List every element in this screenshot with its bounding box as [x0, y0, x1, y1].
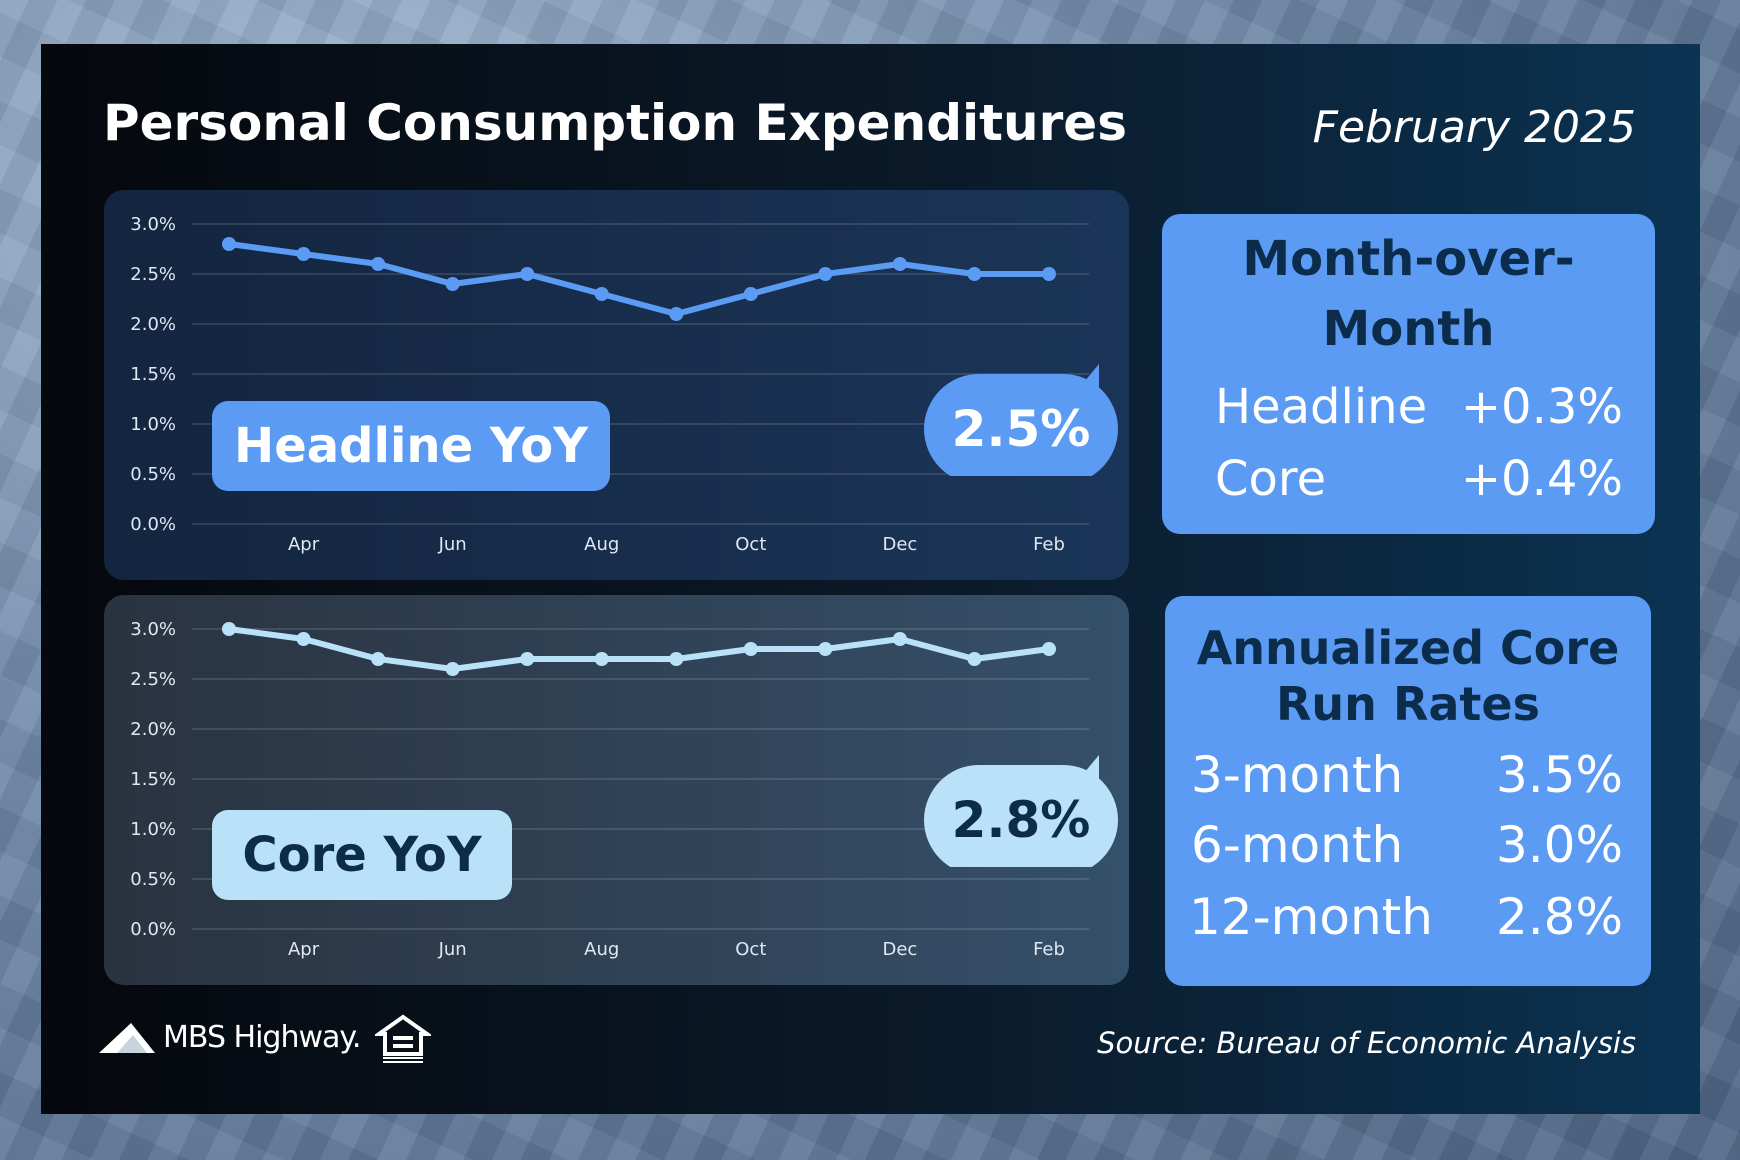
y-tick-label: 1.0% — [130, 819, 176, 840]
data-point — [594, 652, 609, 666]
headline-yoy-label: Headline YoY — [212, 401, 610, 491]
data-point — [967, 652, 982, 666]
data-point — [892, 632, 907, 646]
y-tick-label: 0.5% — [130, 869, 176, 890]
mom-row-label: Headline — [1215, 379, 1428, 435]
series-line — [226, 626, 1052, 672]
data-point — [669, 652, 684, 666]
report-date: February 2025 — [1312, 102, 1636, 153]
run-rates-title: Annualized Core Run Rates — [1165, 596, 1651, 732]
data-point — [594, 287, 609, 301]
core-callout-bubble: 2.8% — [924, 717, 1124, 867]
run-rates-title-line1: Annualized Core — [1196, 621, 1620, 675]
mom-row-value: +0.4% — [1460, 451, 1623, 507]
data-point — [222, 237, 236, 251]
mom-row-value: +0.3% — [1460, 379, 1623, 435]
core-yoy-chart: 0.0% 0.5% 1.0% 1.5% 2.0% 2.5% 3.0% Apr Jun Aug Oct… — [130, 619, 1089, 960]
y-tick-label: 0.0% — [130, 514, 176, 535]
run-rates-title-line2: Run Rates — [1276, 677, 1540, 731]
mbs-highway-logo: MBS Highway. — [97, 1019, 361, 1055]
y-tick-label: 0.0% — [130, 919, 176, 940]
x-tick-label: Apr — [288, 534, 320, 555]
run-row-value: 2.8% — [1495, 888, 1623, 946]
mom-title: Month-over-Month — [1242, 231, 1575, 357]
run-row-label: 3-month — [1191, 746, 1404, 804]
run-row-value: 3.0% — [1495, 816, 1623, 874]
series-line — [226, 241, 1052, 317]
run-row-12-month: 12-month 2.8% — [1189, 888, 1623, 946]
run-row-label: 6-month — [1191, 816, 1404, 874]
callout-shape — [924, 755, 1118, 867]
mom-row-headline: Headline +0.3% — [1215, 379, 1623, 435]
data-point — [371, 257, 386, 271]
data-point — [743, 642, 758, 656]
data-point — [967, 267, 982, 281]
equal-housing-icon — [375, 1014, 431, 1063]
x-tick-label: Oct — [735, 939, 766, 960]
infographic-card: Personal Consumption Expenditures Februa… — [41, 44, 1700, 1114]
data-point — [818, 642, 833, 656]
run-rates-box: Annualized Core Run Rates 3-month 3.5% 6… — [1165, 596, 1651, 986]
headline-callout-bubble: 2.5% — [924, 326, 1124, 476]
x-tick-label: Dec — [882, 534, 917, 555]
x-tick-label: Jun — [438, 939, 467, 960]
month-over-month-box: Month-over-Month Headline +0.3% Core +0.… — [1162, 214, 1655, 534]
core-callout-value: 2.8% — [951, 791, 1091, 849]
callout-shape — [924, 364, 1118, 476]
headline-yoy-chart: 0.0% 0.5% 1.0% 1.5% 2.0% 2.5% 3.0% Apr Jun Aug Oct… — [130, 214, 1089, 555]
source-citation: Source: Bureau of Economic Analysis — [1097, 1026, 1636, 1060]
y-tick-label: 1.5% — [130, 769, 176, 790]
data-point — [1042, 642, 1056, 656]
run-row-3-month: 3-month 3.5% — [1191, 746, 1623, 804]
core-yoy-label: Core YoY — [212, 810, 512, 900]
data-point — [669, 307, 684, 321]
y-tick-label: 2.0% — [130, 314, 176, 335]
y-tick-label: 2.5% — [130, 669, 176, 690]
y-tick-label: 2.0% — [130, 719, 176, 740]
page-title: Personal Consumption Expenditures — [103, 94, 1127, 152]
data-point — [892, 257, 907, 271]
data-point — [520, 652, 535, 666]
headline-chart-panel: 0.0% 0.5% 1.0% 1.5% 2.0% 2.5% 3.0% Apr Jun Aug Oct… — [104, 190, 1129, 580]
run-row-value: 3.5% — [1495, 746, 1623, 804]
data-point — [296, 632, 311, 646]
data-point — [1042, 267, 1056, 281]
x-tick-label: Oct — [735, 534, 766, 555]
data-point — [520, 267, 535, 281]
x-tick-label: Aug — [584, 939, 619, 960]
data-point — [743, 287, 758, 301]
mountain-icon — [99, 1023, 155, 1053]
mom-row-label: Core — [1215, 451, 1327, 507]
x-tick-label: Aug — [584, 534, 619, 555]
y-tick-label: 0.5% — [130, 464, 176, 485]
headline-callout-value: 2.5% — [951, 400, 1091, 458]
x-tick-label: Feb — [1033, 939, 1065, 960]
data-point — [445, 662, 460, 676]
data-point — [296, 247, 311, 261]
y-tick-label: 2.5% — [130, 264, 176, 285]
x-tick-label: Feb — [1033, 534, 1065, 555]
y-tick-label: 3.0% — [130, 619, 176, 640]
run-row-6-month: 6-month 3.0% — [1191, 816, 1623, 874]
x-tick-label: Apr — [288, 939, 320, 960]
core-chart-panel: 0.0% 0.5% 1.0% 1.5% 2.0% 2.5% 3.0% Apr Jun Aug Oct… — [104, 595, 1129, 985]
y-tick-label: 3.0% — [130, 214, 176, 235]
mom-row-core: Core +0.4% — [1215, 451, 1623, 507]
x-tick-label: Jun — [438, 534, 467, 555]
data-point — [222, 622, 236, 636]
y-tick-label: 1.5% — [130, 364, 176, 385]
y-tick-label: 1.0% — [130, 414, 176, 435]
data-point — [818, 267, 833, 281]
data-point — [445, 277, 460, 291]
logo-text: MBS Highway. — [163, 1019, 361, 1055]
run-row-label: 12-month — [1189, 888, 1433, 946]
x-tick-label: Dec — [882, 939, 917, 960]
data-point — [371, 652, 386, 666]
